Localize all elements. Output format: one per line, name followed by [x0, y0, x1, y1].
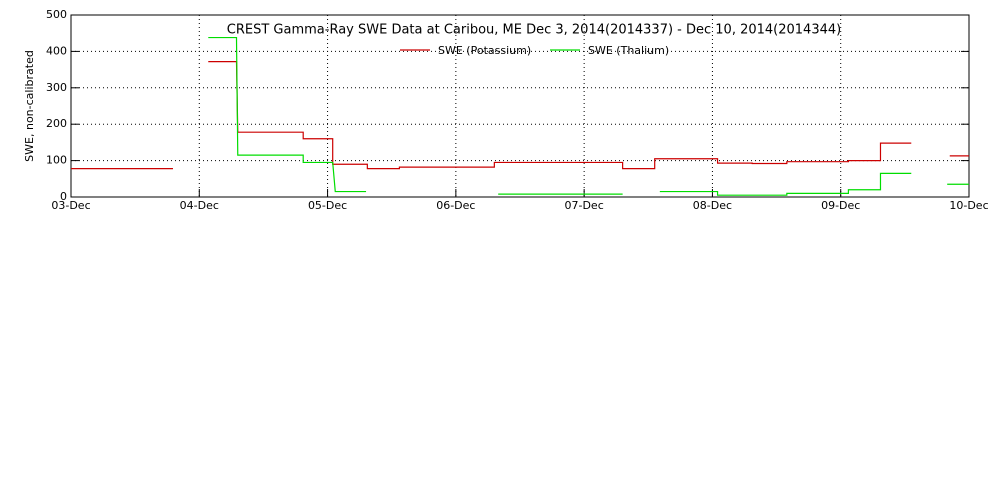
- y-tick-label: 200: [46, 117, 67, 130]
- series-line: [659, 172, 912, 196]
- y-tick-label: 100: [46, 154, 67, 167]
- x-tick-label: 08-Dec: [693, 199, 732, 212]
- x-tick-label: 06-Dec: [436, 199, 475, 212]
- series-line: [208, 36, 367, 193]
- chart-title: CREST Gamma-Ray SWE Data at Caribou, ME …: [227, 23, 841, 38]
- y-tick-label: 0: [60, 190, 67, 203]
- series-line: [208, 60, 912, 170]
- x-tick-label: 09-Dec: [821, 199, 860, 212]
- y-tick-label: 400: [46, 44, 67, 57]
- x-tick-label: 05-Dec: [308, 199, 347, 212]
- y-tick-label: 500: [46, 8, 67, 21]
- plot-frame: [70, 14, 970, 198]
- y-axis-label: SWE, non-calibrated: [23, 50, 36, 162]
- x-tick-label: 04-Dec: [180, 199, 219, 212]
- x-tick-label: 03-Dec: [51, 199, 90, 212]
- y-tick-label: 300: [46, 81, 67, 94]
- x-tick-label: 07-Dec: [565, 199, 604, 212]
- legend-label: SWE (Potassium): [438, 44, 531, 57]
- legend-label: SWE (Thalium): [588, 44, 669, 57]
- x-tick-label: 10-Dec: [949, 199, 988, 212]
